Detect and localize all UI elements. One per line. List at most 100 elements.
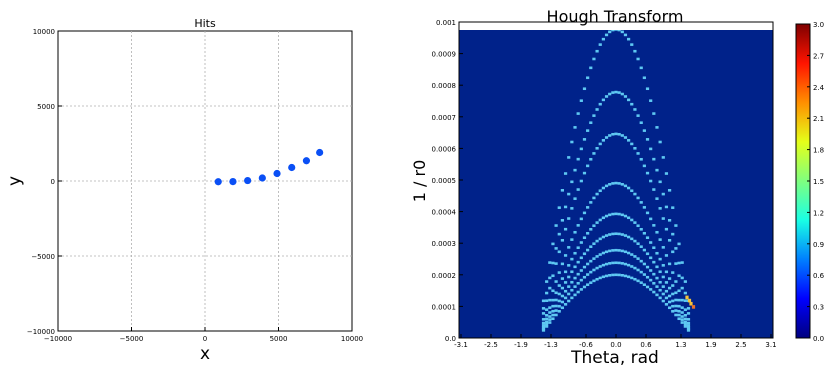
hough-cell [608,233,612,236]
hough-cell [579,147,583,151]
hough-cell [541,326,546,329]
hough-cell [548,311,552,314]
hough-cell [563,205,568,209]
hough-cell [601,37,605,41]
hough-cell [601,251,605,255]
hough-cell [642,76,646,80]
hough-cell [680,306,684,309]
hough-cell [548,298,552,302]
hough-cell [686,327,691,331]
hough-cell [683,299,687,302]
hough-cell [655,168,659,172]
hough-cell [573,126,577,129]
hits-x-ticks: −10000 −5000 0 5000 10000 [44,327,363,343]
hough-cell [674,313,678,317]
hough-cell [658,180,662,184]
hough-cell [667,294,672,298]
hough-cell [617,249,621,252]
hough-cell [677,261,681,265]
hough-cell [608,262,612,265]
hough-cell [589,227,593,231]
hough-cell [608,213,612,217]
hough-cell [557,299,561,303]
hits-x-tick-label: 10000 [341,335,363,343]
hough-cell [598,102,602,106]
hough-cell [627,139,631,142]
hough-cell [686,326,691,329]
hough-cell [592,114,596,117]
hough-cell [611,261,615,265]
hough-cell [570,280,574,284]
hough-cell [686,307,691,310]
hough-x-tick-label: -3.1 [454,341,468,349]
hough-cell [683,320,687,324]
hough-cell [642,283,646,287]
hough-cell [639,66,643,70]
hits-x-label: x [200,344,210,364]
hough-cell [567,299,571,303]
hough-cell [683,280,687,283]
hough-x-tick-label: 1.3 [675,341,686,349]
hough-x-label: Theta, rad [570,348,659,368]
hough-cell [686,329,691,332]
hough-cell [576,224,580,227]
hough-cell [604,262,609,266]
hough-cell [604,95,609,98]
hough-cell [592,196,596,200]
hough-cell [582,252,587,256]
hough-cell [683,291,687,295]
hough-cell [541,299,546,303]
hough-cell [655,265,659,269]
hough-cell [664,270,669,274]
hough-cell [630,218,634,222]
hough-cell [560,294,565,298]
hough-cell [614,273,618,277]
hough-cell [576,246,580,250]
hits-x-tick-label: −5000 [120,335,144,343]
hough-cell [567,156,571,159]
hough-cell [664,205,669,209]
hough-cell [595,221,599,224]
hough-cell [579,269,583,272]
hough-cell [680,276,684,280]
hough-cell [617,212,621,216]
hits-point [258,174,266,182]
hough-cell [627,37,631,41]
hough-cell [592,257,596,260]
hough-x-tick-label: 1.9 [705,341,716,349]
hough-x-tick-label: -1.3 [544,341,558,349]
hits-chart: −10000 −5000 0 5000 10000 −10000 −5000 0 5000 10… [5,17,363,364]
hits-point [229,178,237,186]
hough-cell [595,192,599,196]
hough-cell [570,288,574,292]
hough-cell [649,147,653,151]
hough-cell [674,304,678,308]
hough-cell [576,281,580,285]
hits-x-tick-label: 0 [203,335,207,343]
hough-cell [579,241,583,244]
hough-cell [595,277,599,281]
hough-cell [582,211,587,215]
hough-peak-cell [691,305,696,309]
hough-cell [541,307,546,310]
hough-cell [563,296,568,300]
hough-cell [623,214,628,218]
hough-cell [557,271,561,274]
hough-cell [554,313,558,317]
hough-cell [554,291,558,295]
hits-y-tick-label: −10000 [27,328,55,336]
hough-cell [658,296,662,300]
hough-cell [620,249,624,253]
hough-cell [642,164,646,168]
hough-cell [630,276,634,280]
hough-cell [557,250,561,254]
colorbar-tick-label: 0.9 [813,241,824,249]
hough-cell [611,132,615,136]
hough-cell [589,201,593,204]
hough-cell [557,292,561,296]
hough-cell [582,87,587,91]
hough-y-label: 1 / r0 [410,160,429,203]
hough-cell [560,219,565,222]
hough-cell [627,235,631,239]
hough-cell [582,285,587,289]
